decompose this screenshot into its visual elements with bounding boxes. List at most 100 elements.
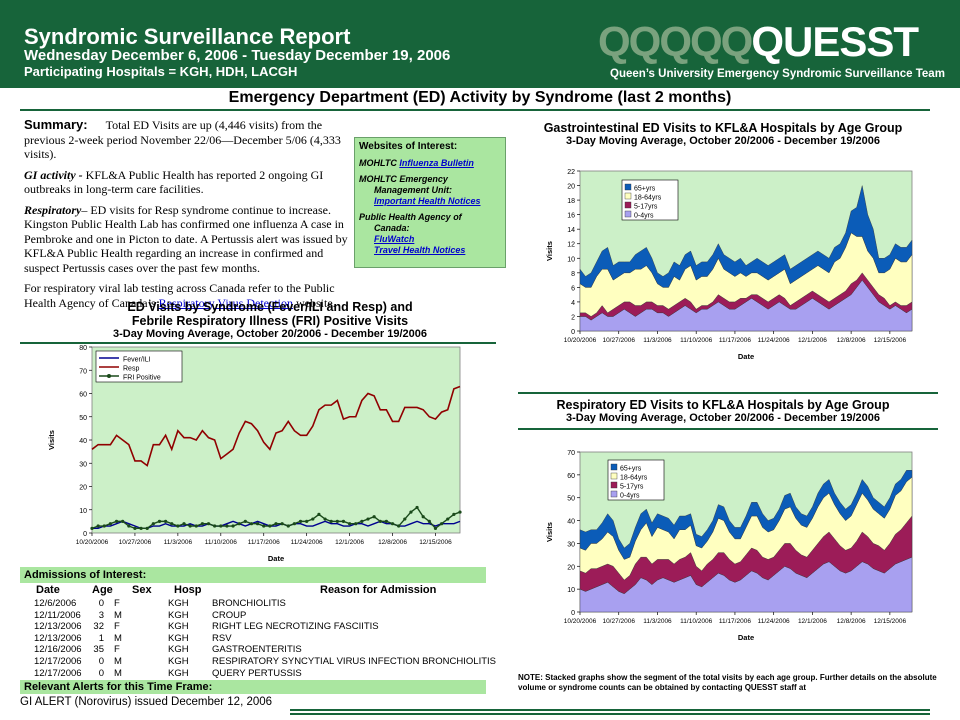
cell-hosp: KGH bbox=[168, 632, 189, 644]
x-axis-label: Date bbox=[738, 633, 754, 642]
cell-sex: M bbox=[114, 609, 122, 621]
fri-point bbox=[164, 519, 168, 523]
y-tick-label: 10 bbox=[567, 256, 575, 263]
x-tick-label: 12/15/2006 bbox=[874, 337, 907, 344]
y-tick-label: 10 bbox=[567, 587, 575, 594]
table-row: 12/13/2006 32 F KGH RIGHT LEG NECROTIZING FA… bbox=[20, 621, 510, 633]
cell-age: 32 bbox=[93, 621, 104, 633]
resp-chart-subtitle: 3-Day Moving Average, October 20/2006 - … bbox=[565, 412, 881, 424]
cell-age: 0 bbox=[98, 656, 104, 667]
fri-point bbox=[225, 524, 229, 528]
cell-sex: F bbox=[114, 644, 120, 656]
fri-point bbox=[176, 524, 180, 528]
fluwatch-link[interactable]: FluWatch bbox=[374, 234, 415, 244]
fri-point bbox=[298, 519, 303, 523]
fri-point bbox=[397, 524, 401, 528]
fri-point bbox=[372, 515, 376, 519]
fri-point bbox=[206, 522, 211, 526]
cell-date: 12/11/2006 bbox=[34, 609, 81, 621]
x-tick-label: 11/10/2006 bbox=[205, 539, 237, 546]
legend-label: 18-64yrs bbox=[620, 475, 648, 482]
emu-group: MOHLTC Emergency Management Unit: Import… bbox=[359, 174, 501, 207]
important-health-notices-link[interactable]: Important Health Notices bbox=[374, 196, 481, 206]
y-tick-label: 50 bbox=[79, 415, 87, 422]
y-tick-label: 22 bbox=[567, 169, 575, 176]
fri-point bbox=[151, 522, 155, 526]
respiratory-virus-detection-link[interactable]: Respiratory Virus Detection bbox=[158, 295, 293, 310]
section-title: Emergency Department (ED) Activity by Sy… bbox=[228, 89, 732, 106]
fri-point bbox=[90, 526, 94, 530]
y-axis-label: Visits bbox=[545, 522, 554, 542]
legend-label: Fever/ILI bbox=[123, 357, 151, 364]
fri-point bbox=[157, 519, 162, 523]
fri-point bbox=[403, 517, 407, 521]
legend-label: 5-17yrs bbox=[634, 204, 658, 211]
influenza-bulletin-link[interactable]: Influenza Bulletin bbox=[399, 158, 474, 168]
col-sex: Sex bbox=[132, 584, 152, 596]
x-tick-label: 12/1/2006 bbox=[335, 539, 364, 546]
x-tick-label: 11/17/2006 bbox=[719, 618, 751, 625]
websites-panel: Websites of Interest: MOHLTC Influenza B… bbox=[354, 137, 506, 268]
x-tick-label: 12/8/2006 bbox=[837, 337, 866, 344]
fri-point bbox=[341, 519, 346, 523]
mohltc-label: MOHLTC bbox=[359, 158, 397, 168]
x-tick-label: 11/17/2006 bbox=[248, 539, 280, 546]
cell-date: 12/13/2006 bbox=[34, 621, 82, 633]
syndrome-divider bbox=[20, 342, 496, 344]
websites-heading: Websites of Interest: bbox=[359, 141, 458, 152]
summary-total-text: Total ED Visits are up (4,446 visits) fr… bbox=[24, 118, 341, 161]
resp-text: – ED visits for Resp syndrome continue t… bbox=[24, 202, 348, 275]
fri-point bbox=[348, 522, 352, 526]
syndrome-chart-title-1: ED Visits by Syndrome (Fever/ILI and Res… bbox=[127, 300, 413, 314]
fri-point bbox=[452, 512, 456, 516]
fri-point bbox=[114, 519, 119, 523]
x-tick-label: 10/27/2006 bbox=[602, 618, 635, 625]
fri-point bbox=[433, 526, 438, 530]
y-tick-label: 40 bbox=[567, 519, 575, 526]
cell-hosp: KGH bbox=[168, 656, 189, 667]
cell-age: 0 bbox=[98, 598, 104, 609]
summary-text: Summary: Total ED Visits are up (4,446 vi… bbox=[24, 117, 354, 316]
fri-point bbox=[194, 524, 198, 528]
fri-point bbox=[317, 512, 321, 516]
fri-point bbox=[182, 522, 186, 526]
summary-total: Summary: Total ED Visits are up (4,446 vi… bbox=[24, 117, 354, 162]
area-65yrs bbox=[579, 185, 913, 288]
cell-age: 1 bbox=[98, 632, 104, 644]
x-tick-label: 11/24/2006 bbox=[758, 337, 790, 344]
x-tick-label: 10/27/2006 bbox=[119, 539, 152, 546]
fri-point bbox=[243, 519, 247, 523]
phac-label-2: Canada: bbox=[374, 223, 410, 233]
x-tick-label: 11/10/2006 bbox=[680, 618, 712, 625]
cell-sex: F bbox=[114, 598, 120, 609]
viral-text: For respiratory viral lab testing across… bbox=[24, 281, 335, 310]
gi-label: GI activity - bbox=[24, 167, 83, 182]
legend-label: 18-64yrs bbox=[634, 195, 662, 202]
admissions-header: Date Age Sex Hosp Reason for Admission bbox=[20, 584, 500, 598]
col-reason: Reason for Admission bbox=[320, 584, 437, 596]
legend-swatch bbox=[624, 183, 632, 191]
col-hosp: Hosp bbox=[174, 584, 202, 596]
fri-point bbox=[427, 519, 431, 523]
fri-point bbox=[311, 517, 315, 521]
cell-hosp: KGH bbox=[168, 609, 189, 621]
fri-point bbox=[458, 510, 462, 514]
quesst-logo: QQQQQQUESST bbox=[598, 18, 919, 65]
resp-divider bbox=[518, 428, 938, 430]
y-tick-label: 0 bbox=[571, 329, 575, 336]
table-row: 12/16/2006 35 F KGH GASTROENTERITIS bbox=[20, 644, 510, 656]
y-tick-label: 0 bbox=[83, 531, 87, 538]
cell-reason: RSV bbox=[212, 632, 232, 644]
fri-point bbox=[280, 522, 284, 526]
logo-wordmark: QUESST bbox=[751, 18, 919, 65]
y-tick-label: 70 bbox=[567, 450, 575, 457]
fri-point bbox=[286, 524, 290, 528]
travel-health-notices-link[interactable]: Travel Health Notices bbox=[374, 245, 466, 255]
fri-point bbox=[360, 519, 364, 523]
legend-label: FRI Positive bbox=[123, 375, 161, 382]
mohltc-group: MOHLTC Influenza Bulletin bbox=[359, 158, 501, 169]
fri-point bbox=[127, 524, 131, 528]
fri-point bbox=[329, 519, 333, 523]
x-tick-label: 11/17/2006 bbox=[719, 337, 751, 344]
x-tick-label: 10/27/2006 bbox=[602, 337, 635, 344]
